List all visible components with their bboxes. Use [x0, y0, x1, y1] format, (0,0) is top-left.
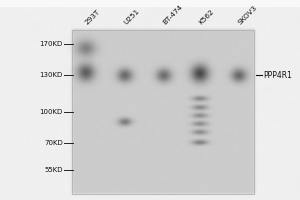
Text: BT-474: BT-474	[162, 4, 184, 26]
Text: U251: U251	[123, 8, 141, 26]
Text: PPP4R1: PPP4R1	[263, 71, 292, 80]
Text: K562: K562	[198, 9, 215, 26]
Text: SKOV3: SKOV3	[236, 5, 258, 26]
Text: 170KD: 170KD	[40, 41, 63, 47]
Text: 70KD: 70KD	[44, 140, 63, 146]
Bar	[72, 30, 254, 194]
Text: 130KD: 130KD	[40, 72, 63, 78]
Text: 293T: 293T	[84, 9, 101, 26]
Text: 100KD: 100KD	[40, 109, 63, 115]
Text: 55KD: 55KD	[44, 167, 63, 173]
